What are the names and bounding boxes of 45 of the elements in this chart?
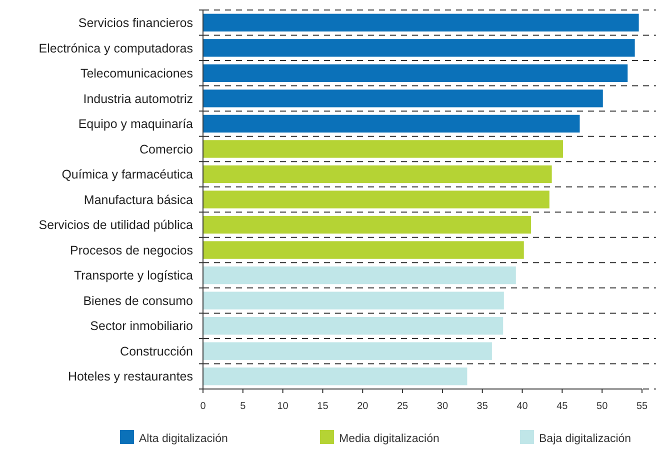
bar xyxy=(203,292,504,310)
y-tick-label: Equipo y maquinaría xyxy=(78,117,194,132)
x-tick-label: 15 xyxy=(317,401,329,412)
y-tick-label: Servicios de utilidad pública xyxy=(38,218,194,232)
x-tick-label: 10 xyxy=(277,401,289,412)
x-tick-label: 20 xyxy=(357,401,369,412)
bar xyxy=(203,39,635,57)
bar xyxy=(203,316,504,335)
y-tick-label: Manufactura básica xyxy=(84,192,194,207)
bar xyxy=(203,114,580,133)
bar xyxy=(203,64,628,82)
bar xyxy=(203,190,550,208)
x-tick-label: 40 xyxy=(516,401,528,412)
y-tick-label: Química y farmacéutica xyxy=(62,168,194,182)
legend-label: Baja digitalización xyxy=(539,433,632,445)
legend-label: Media digitalización xyxy=(339,433,440,445)
x-tick-label: 35 xyxy=(476,401,488,412)
x-tick-label: 45 xyxy=(556,401,568,412)
x-tick-label: 55 xyxy=(636,401,648,412)
y-tick-label: Construcción xyxy=(120,344,194,358)
bar xyxy=(203,241,524,259)
bar xyxy=(203,14,639,32)
x-tick-label: 30 xyxy=(436,401,448,412)
y-tick-label: Industria automotriz xyxy=(83,92,193,106)
x-tick-label: 25 xyxy=(396,401,409,412)
x-tick-label: 0 xyxy=(200,401,206,412)
bar xyxy=(203,266,516,284)
bar xyxy=(203,140,563,158)
y-tick-label: Bienes de consumo xyxy=(83,294,194,308)
y-tick-label: Procesos de negocios xyxy=(70,243,193,258)
bar xyxy=(203,368,468,386)
bar xyxy=(203,90,603,108)
y-tick-label: Telecomunicaciones xyxy=(80,66,193,81)
y-tick-label: Hoteles y restaurantes xyxy=(68,370,193,384)
y-tick-label: Sector inmobiliario xyxy=(90,319,194,334)
bar xyxy=(203,165,552,184)
y-tick-label: Transporte y logística xyxy=(74,268,194,283)
legend-label: Alta digitalización xyxy=(139,433,228,445)
bar xyxy=(203,342,492,360)
y-tick-label: Comercio xyxy=(140,142,194,156)
x-tick-label: 5 xyxy=(240,401,246,412)
y-tick-label: Servicios financieros xyxy=(78,16,193,30)
x-tick-label: 50 xyxy=(596,401,608,412)
bar xyxy=(203,216,532,234)
y-tick-label: Electrónica y computadoras xyxy=(38,41,193,56)
